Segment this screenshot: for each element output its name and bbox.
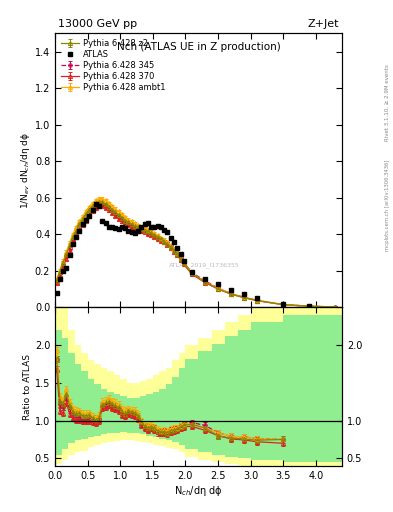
ATLAS (129, 229, 134, 236)
Y-axis label: 1/N$_{ev}$ dN$_{ch}$/dη dϕ: 1/N$_{ev}$ dN$_{ch}$/dη dϕ (19, 132, 32, 209)
ATLAS (119, 224, 124, 230)
ATLAS (189, 269, 194, 275)
ATLAS (126, 228, 131, 234)
Text: 13000 GeV pp: 13000 GeV pp (58, 19, 137, 29)
ATLAS (123, 225, 127, 231)
ATLAS (142, 221, 147, 227)
X-axis label: N$_{ch}$/dη dϕ: N$_{ch}$/dη dϕ (174, 483, 223, 498)
ATLAS (71, 241, 75, 247)
ATLAS (113, 225, 118, 231)
Text: Z+Jet: Z+Jet (308, 19, 339, 29)
ATLAS (139, 224, 144, 230)
Line: ATLAS: ATLAS (54, 202, 312, 309)
ATLAS (229, 287, 233, 293)
ATLAS (67, 252, 72, 258)
ATLAS (136, 228, 141, 234)
ATLAS (307, 303, 312, 309)
ATLAS (182, 258, 186, 264)
ATLAS (178, 251, 183, 258)
ATLAS (152, 224, 157, 230)
ATLAS (162, 227, 167, 233)
ATLAS (242, 291, 246, 297)
ATLAS (145, 220, 150, 226)
ATLAS (57, 276, 62, 282)
Text: ATLAS_2019_I1736355: ATLAS_2019_I1736355 (169, 262, 240, 268)
ATLAS (94, 201, 98, 207)
ATLAS (165, 229, 170, 236)
ATLAS (100, 218, 105, 224)
Y-axis label: Ratio to ATLAS: Ratio to ATLAS (23, 354, 32, 420)
ATLAS (155, 223, 160, 229)
ATLAS (74, 234, 79, 240)
ATLAS (90, 206, 95, 212)
ATLAS (168, 235, 173, 241)
ATLAS (61, 268, 66, 274)
ATLAS (84, 217, 88, 223)
ATLAS (87, 213, 92, 219)
Legend: Pythia 6.428 z2, ATLAS, Pythia 6.428 345, Pythia 6.428 370, Pythia 6.428 ambt1: Pythia 6.428 z2, ATLAS, Pythia 6.428 345… (59, 37, 167, 94)
ATLAS (132, 230, 137, 237)
ATLAS (77, 228, 82, 234)
ATLAS (175, 245, 180, 251)
ATLAS (149, 224, 154, 230)
ATLAS (203, 276, 208, 282)
Text: mcplots.cern.ch [arXiv:1306.3436]: mcplots.cern.ch [arXiv:1306.3436] (385, 159, 390, 250)
ATLAS (103, 220, 108, 226)
ATLAS (110, 224, 114, 230)
ATLAS (281, 301, 286, 307)
ATLAS (81, 221, 85, 227)
ATLAS (97, 203, 101, 209)
ATLAS (172, 240, 176, 246)
ATLAS (216, 282, 220, 288)
ATLAS (159, 224, 163, 230)
ATLAS (64, 265, 69, 271)
ATLAS (107, 224, 111, 230)
Text: Rivet 3.1.10, ≥ 2.9M events: Rivet 3.1.10, ≥ 2.9M events (385, 64, 390, 141)
ATLAS (54, 290, 59, 296)
ATLAS (255, 295, 259, 301)
ATLAS (116, 226, 121, 232)
Text: Nch (ATLAS UE in Z production): Nch (ATLAS UE in Z production) (117, 41, 280, 52)
